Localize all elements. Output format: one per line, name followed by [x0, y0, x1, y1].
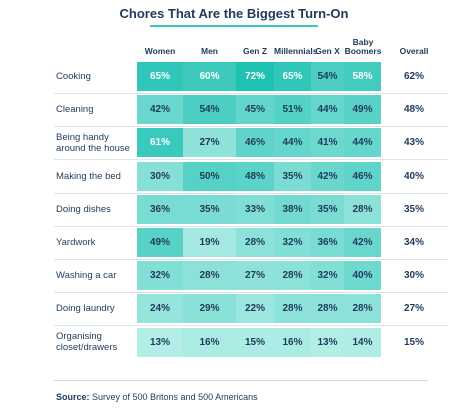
- overall-value: 62%: [403, 71, 424, 82]
- heat-cell: 32%: [274, 228, 311, 257]
- heat-cell: 49%: [137, 228, 183, 257]
- heat-cell: 30%: [137, 161, 183, 191]
- heat-cell: 19%: [183, 228, 236, 257]
- row-label: Making the bed: [56, 170, 121, 182]
- source-note: Source: Survey of 500 Britons and 500 Am…: [56, 392, 258, 402]
- chart-title: Chores That Are the Biggest Turn-On: [119, 6, 349, 21]
- column-header-baby-boomers: Baby Boomers: [344, 37, 382, 56]
- heat-cell: 61%: [137, 128, 183, 158]
- heat-cell: 50%: [183, 161, 236, 191]
- row-label: Cleaning: [56, 104, 94, 116]
- heat-cell: 32%: [137, 261, 183, 291]
- title-underline: [150, 25, 318, 27]
- heat-cell: 54%: [311, 62, 344, 91]
- column-header-millennials: Millennials: [274, 46, 318, 56]
- column-header-gen-x: Gen X: [315, 46, 340, 56]
- heat-cell: 33%: [236, 194, 274, 224]
- heat-cell: 54%: [183, 95, 236, 125]
- heat-cell: 72%: [236, 62, 274, 91]
- heat-cell: 28%: [311, 294, 344, 324]
- heat-cell: 35%: [311, 194, 344, 224]
- row-divider: [54, 225, 448, 227]
- heat-cell: 51%: [274, 95, 311, 125]
- overall-value: 15%: [403, 336, 424, 348]
- heat-cell: 28%: [344, 194, 381, 224]
- overall-value: 40%: [403, 170, 424, 182]
- row-label: Washing a car: [56, 270, 117, 282]
- overall-value: 48%: [403, 104, 424, 116]
- row-divider: [54, 259, 448, 260]
- overall-value: 30%: [403, 270, 424, 282]
- bottom-divider: [54, 380, 428, 381]
- heat-cell: 44%: [344, 128, 381, 158]
- heat-cell: 27%: [183, 128, 236, 158]
- row-divider: [54, 192, 448, 194]
- heat-cell: 41%: [311, 128, 344, 158]
- heat-cell: 28%: [183, 261, 236, 291]
- heat-cell: 15%: [236, 327, 274, 357]
- heat-cell: 40%: [344, 261, 381, 291]
- heat-cell: 29%: [183, 294, 236, 324]
- heat-cell: 16%: [274, 327, 311, 357]
- heat-cell: 14%: [344, 327, 381, 357]
- heat-cell: 36%: [311, 228, 344, 257]
- heat-cell: 35%: [274, 161, 311, 191]
- overall-value: 43%: [403, 137, 424, 149]
- row-divider: [54, 292, 448, 294]
- heat-cell: 32%: [311, 261, 344, 291]
- heat-cell: 13%: [137, 327, 183, 357]
- row-label: Cooking: [56, 71, 91, 82]
- overall-value: 27%: [403, 303, 424, 315]
- heat-cell: 16%: [183, 327, 236, 357]
- heat-cell: 38%: [274, 194, 311, 224]
- heat-cell: 24%: [137, 294, 183, 324]
- row-label: Doing dishes: [56, 203, 111, 215]
- heat-cell: 65%: [274, 62, 311, 91]
- column-header-women: Women: [144, 46, 176, 56]
- heat-cell: 46%: [344, 161, 381, 191]
- row-divider: [54, 93, 448, 94]
- heat-cell: 42%: [137, 95, 183, 125]
- heat-cell: 42%: [344, 228, 381, 257]
- heat-cell: 60%: [183, 62, 236, 91]
- column-header-overall: Overall: [399, 46, 429, 56]
- column-header-men: Men: [201, 46, 218, 56]
- heat-cell: 44%: [274, 128, 311, 158]
- column-header-gen-z: Gen Z: [242, 46, 268, 56]
- row-label: Being handy around the house: [56, 131, 130, 154]
- row-label: Doing laundry: [56, 303, 115, 315]
- heat-cell: 28%: [344, 294, 381, 324]
- heat-cell: 44%: [311, 95, 344, 125]
- overall-value: 35%: [403, 203, 424, 215]
- heat-cell: 35%: [183, 194, 236, 224]
- heat-cell: 45%: [236, 95, 274, 125]
- heat-cell: 48%: [236, 161, 274, 191]
- row-divider: [54, 325, 448, 327]
- heat-cell: 36%: [137, 194, 183, 224]
- row-label: Organising closet/drawers: [56, 331, 118, 354]
- heat-cell: 28%: [274, 261, 311, 291]
- heat-cell: 58%: [344, 62, 381, 91]
- heat-cell: 13%: [311, 327, 344, 357]
- heat-cell: 46%: [236, 128, 274, 158]
- heat-cell: 28%: [274, 294, 311, 324]
- overall-value: 34%: [403, 237, 424, 248]
- heat-cell: 65%: [137, 62, 183, 91]
- source-text: Survey of 500 Britons and 500 Americans: [89, 392, 258, 402]
- row-divider: [54, 126, 448, 128]
- row-label: Yardwork: [56, 237, 96, 248]
- heat-cell: 22%: [236, 294, 274, 324]
- row-divider: [54, 159, 448, 161]
- heat-cell: 49%: [344, 95, 381, 125]
- heat-cell: 27%: [236, 261, 274, 291]
- source-label: Source:: [56, 392, 90, 402]
- heat-cell: 28%: [236, 228, 274, 257]
- heat-cell: 42%: [311, 161, 344, 191]
